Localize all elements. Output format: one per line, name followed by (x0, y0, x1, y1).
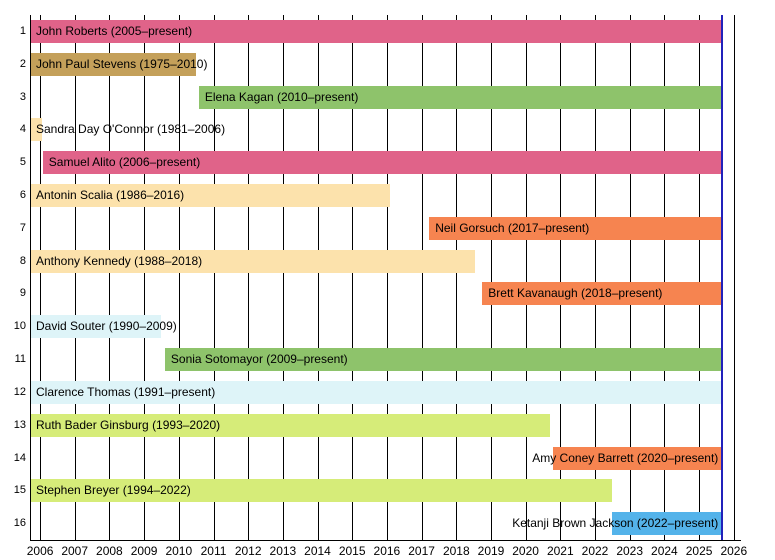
gridline-2017 (421, 15, 423, 540)
x-axis-label-2008: 2008 (96, 544, 123, 558)
gridline-2010 (178, 15, 180, 540)
gridline-2006 (40, 15, 42, 540)
row-number-2: 2 (19, 57, 26, 70)
tenure-label-row-15: Stephen Breyer (1994–2022) (36, 483, 191, 498)
x-axis-label-2006: 2006 (26, 544, 54, 558)
gridline-2023 (629, 15, 631, 540)
row-number-12: 12 (13, 385, 26, 398)
x-axis-label-2012: 2012 (234, 544, 262, 558)
gridline-2008 (109, 15, 111, 540)
x-axis-label-2007: 2007 (61, 544, 89, 558)
tenure-label-row-7: Neil Gorsuch (2017–present) (435, 220, 590, 235)
tenure-label-row-8: Anthony Kennedy (1988–2018) (36, 253, 203, 268)
row-number-3: 3 (19, 90, 26, 103)
tenure-bar-row-13 (30, 413, 551, 437)
tenure-label-row-10: David Souter (1990–2009) (36, 319, 177, 334)
tenure-bar-row-16 (612, 512, 722, 536)
row-number-10: 10 (13, 320, 26, 333)
x-axis-label-2019: 2019 (477, 544, 505, 558)
x-axis-label-2021: 2021 (546, 544, 574, 558)
gridline-2026 (733, 15, 735, 540)
gridline-2007 (74, 15, 76, 540)
gridline-2024 (664, 15, 666, 540)
tenure-label-row-2: John Paul Stevens (1975–2010) (36, 56, 208, 71)
tenure-bar-row-1 (30, 19, 722, 43)
tenure-bar-row-8 (30, 249, 476, 273)
gridline-2020 (525, 15, 527, 540)
row-number-13: 13 (13, 418, 26, 431)
x-axis-label-2025: 2025 (685, 544, 713, 558)
tenure-label-row-5: Samuel Alito (2006–present) (48, 155, 201, 170)
gridline-2015 (352, 15, 354, 540)
x-axis-label-2024: 2024 (651, 544, 678, 558)
tenure-bar-row-9 (482, 282, 722, 306)
gridline-2012 (248, 15, 250, 540)
gridline-2009 (144, 15, 146, 540)
tenure-bar-row-12 (30, 380, 722, 404)
tenure-label-row-13: Ruth Bader Ginsburg (1993–2020) (36, 417, 221, 432)
tenure-bar-row-3 (198, 85, 722, 109)
gridline-2022 (595, 15, 596, 540)
x-axis-label-2011: 2011 (200, 544, 227, 558)
tenure-bar-row-6 (30, 184, 391, 207)
x-axis-label-2014: 2014 (304, 544, 331, 558)
x-axis-label-2018: 2018 (442, 544, 470, 558)
x-axis-label-2016: 2016 (373, 544, 401, 558)
row-number-4: 4 (19, 123, 26, 136)
tenure-label-row-12: Clarence Thomas (1991–present) (36, 384, 216, 399)
row-number-16: 16 (13, 517, 26, 530)
tenure-label-row-9: Brett Kavanaugh (2018–present) (488, 286, 663, 301)
tenure-bar-row-10 (30, 315, 162, 339)
x-axis-label-2009: 2009 (130, 544, 158, 558)
x-axis-label-2013: 2013 (269, 544, 297, 558)
tenure-bar-row-14 (553, 446, 722, 470)
x-axis-label-2022: 2022 (581, 544, 609, 558)
tenure-bar-row-11 (164, 348, 722, 371)
row-number-14: 14 (13, 451, 26, 464)
row-number-1: 1 (19, 24, 26, 37)
tenure-label-row-6: Antonin Scalia (1986–2016) (36, 188, 185, 202)
present-date-line (720, 15, 723, 540)
gridline-2016 (386, 15, 388, 540)
x-axis-label-2015: 2015 (338, 544, 366, 558)
row-number-6: 6 (19, 189, 26, 201)
tenure-label-row-4: Sandra Day O'Connor (1981–2006) (36, 122, 226, 137)
tenure-label-row-3: Elena Kagan (2010–present) (204, 89, 359, 104)
row-number-15: 15 (13, 484, 26, 497)
gridline-2014 (317, 15, 319, 540)
tenure-label-row-16: Ketanji Brown Jackson (2022–present) (512, 516, 719, 531)
gridline-2021 (560, 15, 562, 540)
x-axis-label-2010: 2010 (165, 544, 193, 558)
tenure-label-row-14: Amy Coney Barrett (2020–present) (532, 450, 719, 465)
row-number-8: 8 (19, 254, 26, 267)
tenure-label-row-1: John Roberts (2005–present) (36, 23, 193, 38)
tenure-bar-row-15 (30, 479, 612, 503)
x-axis-line (30, 540, 741, 542)
tenure-bar-row-4 (30, 118, 43, 142)
gridline-2013 (282, 15, 284, 540)
gridline-2025 (699, 15, 701, 540)
tenure-label-row-11: Sonia Sotomayor (2009–present) (170, 352, 348, 366)
x-axis-label-2026: 2026 (720, 544, 748, 558)
row-number-5: 5 (19, 156, 26, 169)
tenure-bar-row-5 (42, 151, 722, 175)
row-number-9: 9 (19, 287, 26, 300)
tenure-bar-row-2 (30, 52, 196, 76)
row-number-11: 11 (14, 353, 26, 365)
gridline-2018 (456, 15, 458, 540)
x-axis-label-2020: 2020 (512, 544, 539, 558)
gridline-2011 (213, 15, 215, 540)
y-axis-line (30, 15, 32, 540)
x-axis-label-2017: 2017 (408, 544, 435, 558)
row-number-7: 7 (19, 221, 26, 234)
gridline-2019 (491, 15, 492, 540)
x-axis-label-2023: 2023 (616, 544, 644, 558)
tenure-bar-row-7 (429, 216, 722, 240)
